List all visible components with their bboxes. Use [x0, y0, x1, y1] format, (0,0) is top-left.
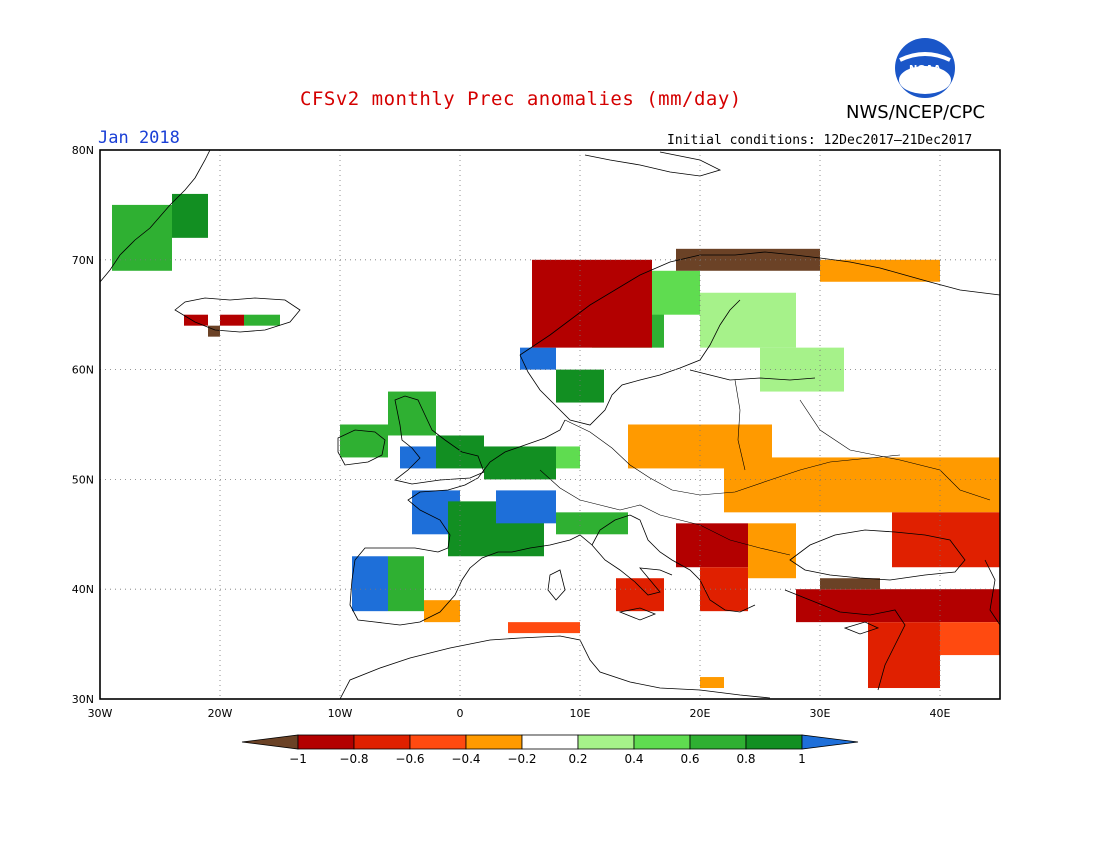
- noaa-logo: NOAA: [895, 38, 955, 98]
- longitude-label: 10E: [570, 707, 591, 720]
- colorbar: [241, 734, 859, 750]
- colorbar-swatch: [297, 734, 355, 750]
- anomaly-region: [700, 677, 724, 689]
- anomaly-region: [508, 622, 580, 634]
- longitude-label: 20W: [208, 707, 233, 720]
- colorbar-swatch: [745, 734, 803, 750]
- anomaly-region: [496, 490, 556, 524]
- longitude-label: 30W: [88, 707, 113, 720]
- graticule: [100, 150, 1000, 699]
- colorbar-arrow-low: [241, 734, 299, 750]
- latitude-label: 70N: [72, 254, 94, 267]
- anomaly-region: [700, 292, 796, 348]
- anomaly-region: [556, 512, 628, 535]
- colorbar-swatch: [577, 734, 635, 750]
- colorbar-swatch: [353, 734, 411, 750]
- anomaly-region: [724, 457, 1000, 513]
- anomaly-region: [556, 369, 604, 403]
- anomaly-region: [112, 204, 172, 271]
- anomaly-region: [760, 347, 844, 392]
- colorbar-tick-label: 1: [798, 752, 806, 766]
- map-title: CFSv2 monthly Prec anomalies (mm/day): [300, 88, 742, 110]
- colorbar-tick-label: −0.4: [451, 752, 480, 766]
- colorbar-tick-labels: −1 −0.8 −0.6 −0.4 −0.2 0.2 0.4 0.6 0.8 1: [289, 752, 806, 766]
- longitude-labels: 30W 20W 10W 0 10E 20E 30E 40E: [88, 707, 951, 720]
- anomaly-region: [892, 512, 1000, 568]
- colorbar-tick-label: 0.8: [736, 752, 755, 766]
- anomaly-region: [520, 347, 556, 370]
- latitude-labels: 80N 70N 60N 50N 40N 30N: [72, 144, 94, 706]
- agency-label: NWS/NCEP/CPC: [846, 102, 986, 123]
- colorbar-swatch: [409, 734, 467, 750]
- anomaly-region: [220, 314, 244, 326]
- map-plot-area: 80N 70N 60N 50N 40N 30N 30W 20W 10W 0 10E 20E 30E 40…: [72, 144, 1001, 720]
- longitude-label: 0: [457, 707, 464, 720]
- anomaly-region: [676, 248, 820, 271]
- latitude-label: 30N: [72, 693, 94, 706]
- anomaly-region: [424, 600, 460, 623]
- longitude-label: 40E: [930, 707, 951, 720]
- longitude-label: 30E: [810, 707, 831, 720]
- anomaly-region: [208, 325, 220, 337]
- anomaly-region: [796, 589, 1000, 623]
- anomaly-region: [616, 578, 664, 612]
- latitude-label: 80N: [72, 144, 94, 157]
- noaa-logo-text: NOAA: [909, 64, 941, 75]
- map-frame: [99, 149, 1001, 700]
- colorbar-swatch: [689, 734, 747, 750]
- longitude-label: 10W: [328, 707, 353, 720]
- colorbar-swatch: [465, 734, 523, 750]
- latitude-label: 50N: [72, 473, 94, 486]
- colorbar-tick-label: −0.8: [339, 752, 368, 766]
- anomaly-region: [820, 259, 940, 282]
- anomaly-region: [244, 314, 280, 326]
- colorbar-swatch: [633, 734, 691, 750]
- anomaly-region: [388, 556, 424, 612]
- colorbar-tick-label: −0.6: [395, 752, 424, 766]
- latitude-label: 60N: [72, 364, 94, 377]
- initial-conditions: Initial conditions: 12Dec2017–21Dec2017: [667, 133, 973, 148]
- anomaly-region: [868, 622, 940, 689]
- colorbar-tick-label: 0.6: [680, 752, 699, 766]
- anomaly-region: [400, 446, 436, 469]
- anomaly-cells: [112, 193, 1000, 689]
- anomaly-region: [676, 523, 748, 568]
- anomaly-region: [940, 622, 1000, 656]
- colorbar-arrow-high: [801, 734, 859, 750]
- anomaly-region: [820, 578, 880, 590]
- anomaly-region: [556, 446, 580, 469]
- colorbar-tick-label: 0.4: [624, 752, 643, 766]
- colorbar-tick-label: 0.2: [568, 752, 587, 766]
- anomaly-region: [172, 193, 208, 238]
- colorbar-tick-label: −1: [289, 752, 307, 766]
- latitude-label: 40N: [72, 583, 94, 596]
- colorbar-swatch: [521, 734, 579, 750]
- anomaly-region: [352, 556, 388, 612]
- longitude-label: 20E: [690, 707, 711, 720]
- forecast-month: Jan 2018: [98, 128, 180, 148]
- anomaly-region: [340, 424, 388, 458]
- anomaly-region: [184, 314, 208, 326]
- colorbar-tick-label: −0.2: [507, 752, 536, 766]
- anomaly-region: [388, 391, 436, 436]
